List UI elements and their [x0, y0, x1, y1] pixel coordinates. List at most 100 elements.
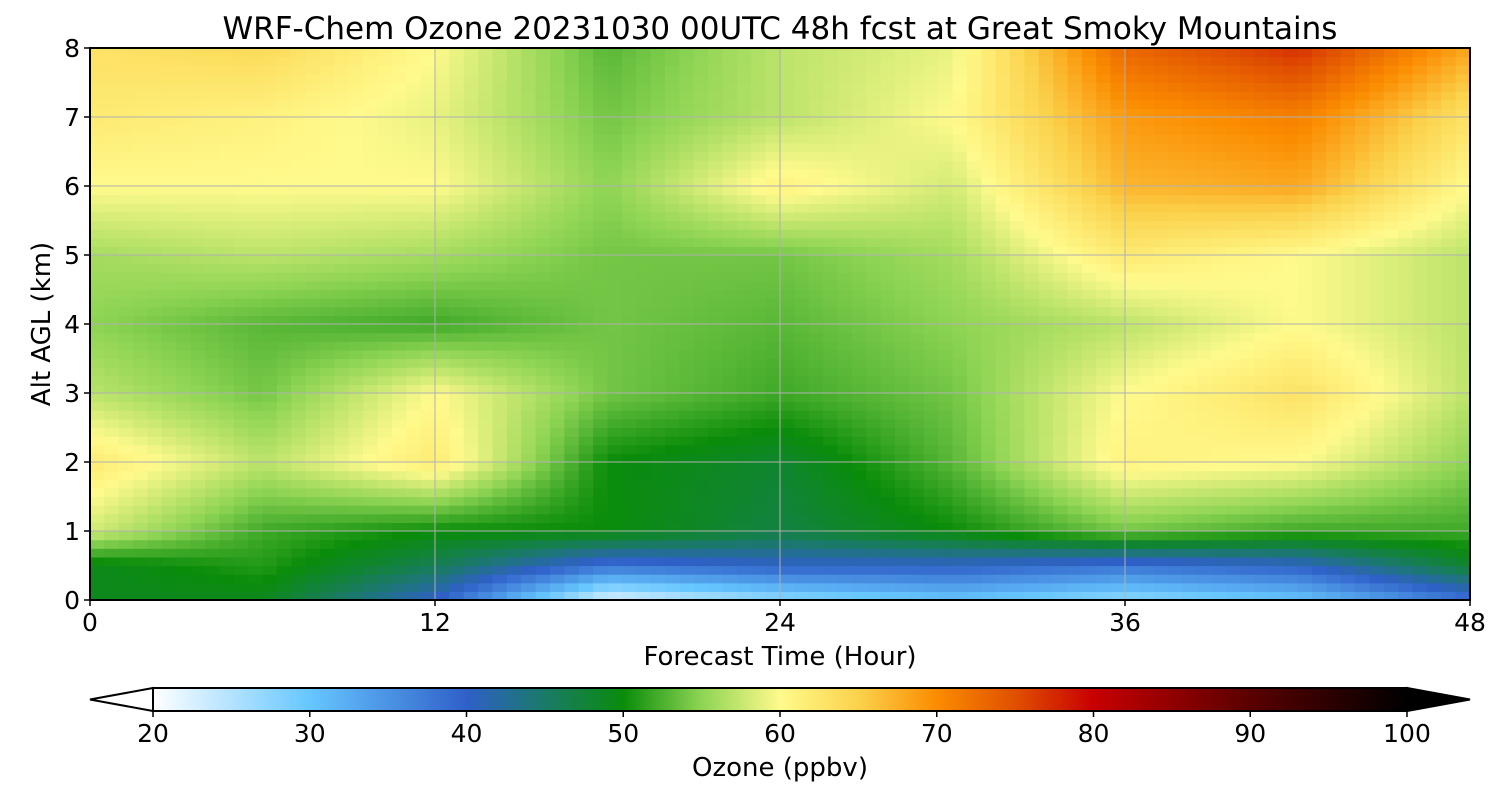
heatmap-cell: [650, 349, 666, 360]
heatmap-cell: [679, 522, 695, 532]
heatmap-cell: [276, 177, 292, 187]
heatmap-cell: [837, 194, 853, 204]
heatmap-cell: [665, 539, 680, 549]
heatmap-cell: [391, 582, 407, 592]
heatmap-cell: [1196, 125, 1212, 135]
heatmap-cell: [736, 367, 752, 377]
heatmap-cell: [161, 194, 177, 204]
heatmap-cell: [506, 565, 522, 575]
heatmap-cell: [995, 65, 1011, 75]
heatmap-cell: [1196, 375, 1212, 385]
heatmap-cell: [550, 367, 565, 377]
heatmap-cell: [794, 487, 810, 498]
heatmap-cell: [463, 168, 479, 178]
heatmap-cell: [693, 168, 709, 178]
heatmap-cell: [90, 211, 105, 222]
heatmap-cell: [780, 272, 795, 282]
heatmap-cell: [276, 358, 292, 368]
heatmap-cell: [909, 272, 925, 282]
heatmap-cell: [1196, 272, 1212, 282]
heatmap-cell: [550, 186, 565, 196]
heatmap-cell: [550, 117, 565, 127]
heatmap-cell: [363, 194, 379, 204]
heatmap-cell: [391, 341, 407, 351]
heatmap-cell: [161, 56, 177, 66]
heatmap-cell: [808, 418, 824, 429]
heatmap-cell: [133, 298, 149, 308]
heatmap-cell: [334, 539, 350, 549]
heatmap-cell: [823, 99, 839, 109]
heatmap-cell: [995, 349, 1011, 360]
heatmap-cell: [794, 341, 810, 351]
heatmap-cell: [233, 341, 249, 351]
heatmap-cell: [880, 99, 896, 109]
heatmap-cell: [708, 56, 724, 66]
heatmap-cell: [1096, 427, 1112, 437]
heatmap-cell: [708, 453, 724, 463]
heatmap-cell: [420, 306, 436, 316]
heatmap-cell: [880, 470, 896, 480]
heatmap-cell: [334, 229, 350, 239]
heatmap-cell: [621, 462, 637, 472]
heatmap-cell: [305, 237, 321, 247]
heatmap-cell: [995, 375, 1011, 385]
heatmap-cell: [449, 220, 465, 230]
heatmap-cell: [952, 453, 968, 463]
heatmap-cell: [564, 160, 580, 170]
heatmap-cell: [880, 237, 896, 247]
heatmap-cell: [823, 591, 839, 601]
heatmap-cell: [334, 142, 350, 153]
heatmap-cell: [851, 505, 867, 515]
heatmap-cell: [636, 272, 652, 282]
heatmap-cell: [995, 522, 1011, 532]
heatmap-cell: [1182, 263, 1198, 273]
heatmap-cell: [621, 91, 637, 101]
heatmap-cell: [794, 384, 810, 394]
heatmap-cell: [665, 280, 680, 291]
heatmap-cell: [765, 401, 781, 411]
heatmap-cell: [1010, 99, 1025, 109]
heatmap-cell: [276, 548, 292, 558]
heatmap-cell: [463, 56, 479, 66]
heatmap-cell: [837, 255, 853, 265]
heatmap-cell: [923, 237, 939, 247]
heatmap-cell: [751, 513, 767, 523]
heatmap-cell: [1110, 220, 1126, 230]
heatmap-cell: [420, 246, 436, 256]
heatmap-cell: [262, 418, 278, 429]
heatmap-cell: [104, 341, 120, 351]
heatmap-cell: [406, 194, 422, 204]
heatmap-cell: [1153, 65, 1169, 75]
heatmap-cell: [751, 73, 767, 84]
heatmap-cell: [808, 496, 824, 506]
heatmap-cell: [1053, 522, 1069, 532]
heatmap-cell: [593, 349, 609, 360]
heatmap-cell: [133, 462, 149, 472]
heatmap-cell: [492, 522, 508, 532]
heatmap-cell: [550, 462, 565, 472]
heatmap-cell: [679, 82, 695, 92]
heatmap-cell: [636, 436, 652, 446]
heatmap-cell: [262, 246, 278, 256]
heatmap-cell: [320, 142, 335, 153]
heatmap-cell: [147, 332, 163, 342]
heatmap-cell: [981, 289, 997, 299]
heatmap-cell: [1153, 82, 1169, 92]
heatmap-cell: [708, 444, 724, 454]
heatmap-cell: [463, 263, 479, 273]
heatmap-cell: [90, 496, 105, 506]
heatmap-cell: [176, 393, 192, 403]
heatmap-cell: [679, 142, 695, 153]
heatmap-cell: [1053, 341, 1069, 351]
heatmap-cell: [161, 548, 177, 558]
heatmap-cell: [708, 531, 724, 541]
heatmap-cell: [851, 436, 867, 446]
heatmap-cell: [607, 539, 623, 549]
heatmap-cell: [866, 410, 882, 420]
heatmap-cell: [851, 375, 867, 385]
heatmap-cell: [981, 453, 997, 463]
heatmap-cell: [693, 194, 709, 204]
heatmap-cell: [363, 427, 379, 437]
heatmap-cell: [808, 556, 824, 567]
heatmap-cell: [190, 117, 206, 127]
